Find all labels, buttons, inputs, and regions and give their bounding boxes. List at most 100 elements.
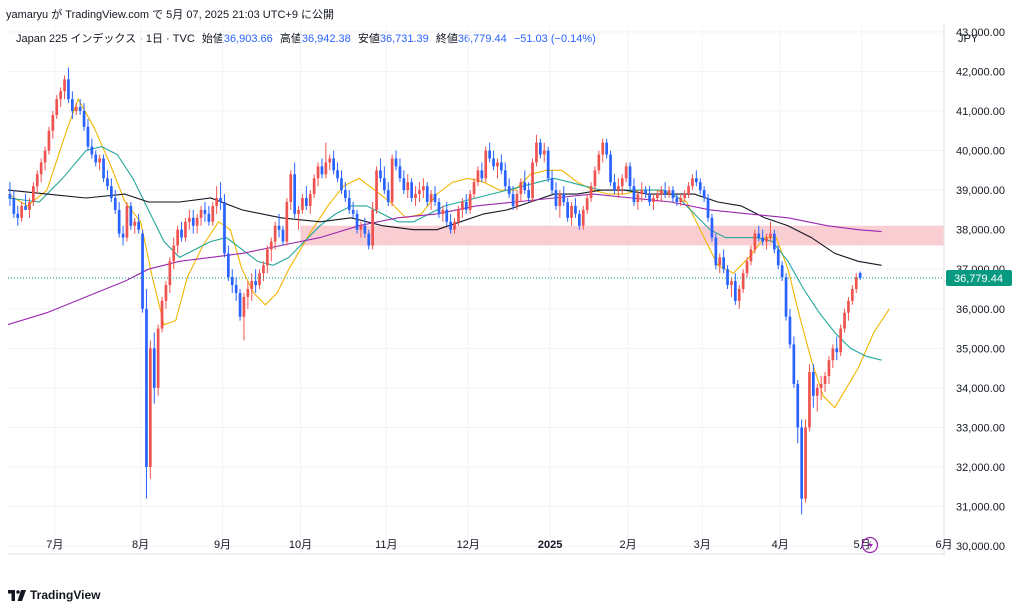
candle — [718, 253, 722, 274]
y-tick-label: 31,000.00 — [956, 502, 1005, 514]
candle-body — [843, 312, 846, 329]
candle-body — [168, 261, 172, 286]
candle-body — [714, 237, 718, 266]
candle-body — [710, 217, 714, 238]
candle — [137, 213, 140, 234]
candle-body — [172, 245, 176, 262]
candle-body — [211, 205, 215, 222]
candle — [106, 170, 109, 191]
candle — [476, 166, 480, 187]
candle-body — [800, 427, 803, 499]
candle — [289, 170, 293, 210]
candle — [722, 249, 725, 274]
candle — [293, 162, 296, 218]
candle — [515, 190, 519, 210]
candle-body — [246, 289, 250, 297]
candle — [581, 205, 585, 230]
candle-body — [589, 186, 593, 199]
candle — [277, 213, 281, 238]
candle — [546, 146, 550, 183]
candle — [757, 225, 761, 242]
time-axis[interactable]: 7月 8月 9月 10月 11月 12月 2025 2月 3月 4月 5月 6月 — [46, 539, 952, 551]
candle-body — [316, 166, 320, 179]
candle — [230, 269, 234, 293]
candle — [585, 194, 589, 214]
candle-body — [831, 348, 835, 361]
candle-body — [301, 198, 304, 210]
lightning-icon[interactable] — [861, 536, 879, 554]
candle — [624, 162, 628, 183]
candle-body — [636, 194, 640, 202]
candle — [839, 324, 842, 357]
candle — [86, 118, 90, 151]
candle-body — [297, 209, 300, 214]
candle — [542, 142, 546, 163]
candle — [570, 201, 573, 226]
candle — [371, 201, 374, 250]
candle — [82, 103, 86, 131]
candle-body — [472, 182, 476, 195]
candle-body — [63, 79, 66, 92]
candle-body — [652, 198, 655, 202]
footer-brand: TradingView — [8, 588, 100, 602]
candle — [776, 245, 780, 270]
candle-body — [418, 190, 421, 195]
candle — [593, 166, 597, 191]
candle — [110, 178, 113, 202]
candle-body — [94, 154, 98, 163]
candle — [671, 186, 675, 202]
y-tick-label: 32,000.00 — [956, 462, 1005, 474]
candle — [305, 186, 308, 210]
candle — [28, 198, 31, 218]
candle-body — [269, 241, 273, 250]
symbol-label: Japan 225 インデックス · 1日 · TVC — [16, 33, 195, 45]
candle — [281, 225, 285, 246]
candle — [316, 162, 320, 187]
candle-body — [624, 166, 628, 179]
candle-body — [773, 233, 776, 250]
candle — [804, 419, 807, 503]
candle — [472, 178, 476, 199]
candle — [847, 296, 850, 321]
candle-body — [535, 142, 538, 163]
candle — [589, 182, 593, 202]
candle — [644, 186, 647, 199]
candle-body — [449, 221, 452, 230]
candle — [648, 186, 651, 206]
candle-body — [394, 158, 398, 167]
candle-body — [67, 79, 70, 100]
y-tick-label: 41,000.00 — [956, 106, 1005, 118]
candle-body — [542, 150, 546, 155]
candle-body — [24, 205, 27, 210]
x-tick-label: 10月 — [289, 539, 312, 551]
candle-body — [722, 257, 725, 270]
candle-body — [43, 150, 47, 163]
candle-body — [788, 316, 792, 345]
candle — [383, 166, 386, 195]
candle — [745, 257, 749, 278]
candle — [141, 229, 144, 313]
low-label: 安値 — [357, 33, 380, 45]
price-axis[interactable]: 43,000.00 42,000.00 41,000.00 40,000.00 39,0… — [946, 27, 1012, 553]
candle — [823, 372, 827, 392]
candle — [63, 75, 66, 100]
candle-body — [776, 249, 780, 266]
ohlc-legend: Japan 225 インデックス · 1日 · TVC 始値36,903.66 … — [16, 30, 596, 46]
candle — [390, 154, 394, 206]
price-chart[interactable]: JPY 43,000.00 42,000.00 41,000.00 40,000.00… — [8, 24, 1016, 556]
candle-body — [519, 182, 523, 195]
candle-body — [176, 229, 179, 246]
candle — [285, 198, 289, 246]
candle — [406, 174, 410, 199]
candle — [24, 194, 27, 210]
candle — [219, 182, 222, 210]
candle-body — [90, 146, 94, 155]
candle — [714, 233, 718, 270]
candle — [410, 178, 413, 202]
candle-body — [675, 198, 679, 202]
candle-body — [312, 178, 316, 195]
candle — [254, 269, 257, 293]
open-label: 始値 — [201, 33, 224, 45]
candle-body — [558, 194, 562, 206]
candle — [20, 201, 23, 222]
